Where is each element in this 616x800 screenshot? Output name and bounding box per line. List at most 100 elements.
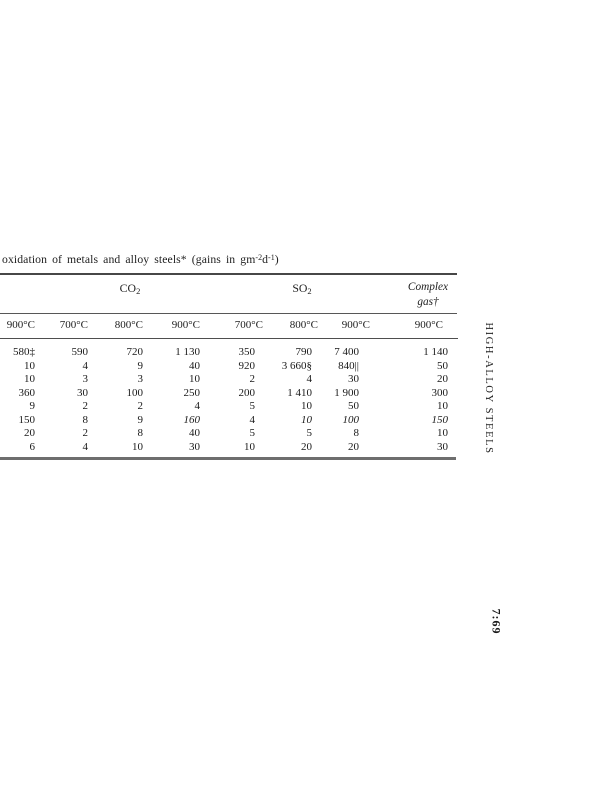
table-cell: 3 xyxy=(137,373,144,385)
table-cell: 10 xyxy=(301,400,312,412)
table-cell: 30 xyxy=(77,386,88,399)
table-cell: 1 900 xyxy=(334,386,359,399)
table-cell: 30 xyxy=(437,440,448,453)
table-cell: 5 xyxy=(249,427,256,439)
temperature-header-cell: 700°C xyxy=(234,319,263,331)
table-row: 580‡ 590 720 1 130 350 790 7 400 1 140 xyxy=(0,346,458,360)
table-cell: 2 xyxy=(82,400,89,412)
temperature-header-cell: 700°C xyxy=(59,319,88,331)
page-number: 7:69 xyxy=(489,608,504,635)
table-cell: 350 xyxy=(238,346,256,358)
table-cell: 10 xyxy=(24,373,35,385)
table-cell: 150 xyxy=(431,413,449,426)
table-cell: 20 xyxy=(348,440,359,453)
caption-exponent-2: -1 xyxy=(268,252,275,262)
table-cell: 10 xyxy=(24,359,35,372)
table-cell: 30 xyxy=(348,373,359,385)
table-cell: 6 xyxy=(29,440,36,453)
group-header-so2: SO2 xyxy=(292,280,312,297)
table-cell: 360 xyxy=(18,386,36,399)
table-row: 9 2 2 4 5 10 50 10 xyxy=(0,400,458,414)
table-cell: 2 xyxy=(82,427,89,439)
table-caption: oxidation of metals and alloy steels* (g… xyxy=(2,253,279,267)
co2-base: CO xyxy=(119,280,137,295)
table-cell: 20 xyxy=(24,427,35,439)
table-cell: 8 xyxy=(353,427,360,439)
table-cell: 1 140 xyxy=(423,346,448,358)
table-cell: 1 410 xyxy=(287,386,312,399)
table-cell: 590 xyxy=(71,346,89,358)
table-cell: 4 xyxy=(82,359,89,372)
table-cell: 8 xyxy=(137,427,144,439)
table-row: 20 2 8 40 5 5 8 10 xyxy=(0,427,458,441)
table-cell: 790 xyxy=(295,346,313,358)
table-cell: 100 xyxy=(126,386,144,399)
table-cell: 20 xyxy=(437,373,448,385)
table-cell: 5 xyxy=(306,427,313,439)
table-cell: 30 xyxy=(189,440,200,453)
caption-unit-d: d xyxy=(262,253,269,266)
table-cell: 250 xyxy=(183,386,201,399)
oxidation-data-table: 900°C 700°C 800°C 900°C 700°C 800°C 900°C 900°C… xyxy=(0,319,458,454)
table-cell: 9 xyxy=(137,413,144,426)
table-cell: 40 xyxy=(189,427,200,439)
temperature-header-row: 900°C 700°C 800°C 900°C 700°C 800°C 900°C 900°C xyxy=(0,319,458,346)
table-cell: 50 xyxy=(348,400,359,412)
group-header-co2: CO2 xyxy=(119,280,141,297)
table-cell: 10 xyxy=(132,440,143,453)
table-cell: 2 xyxy=(137,400,144,412)
temperature-header-cell: 900°C xyxy=(171,319,200,331)
table-cell: 4 xyxy=(306,373,313,385)
group-header-complex-gas: Complex gas† xyxy=(401,280,455,309)
table-cell: 4 xyxy=(82,440,89,453)
temperature-header-cell: 800°C xyxy=(289,319,318,331)
table-cell: 840|| xyxy=(338,359,359,372)
table-cell: 3 xyxy=(82,373,89,385)
table-cell: 10 xyxy=(437,427,448,439)
side-label-high-alloy-steels: HIGH-ALLOY STEELS xyxy=(483,322,494,455)
table-cell: 2 xyxy=(249,373,256,385)
so2-base: SO xyxy=(292,280,308,295)
table-cell: 8 xyxy=(82,413,89,426)
temperature-header-cell: 900°C xyxy=(6,319,35,331)
table-cell: 300 xyxy=(431,386,449,399)
table-cell: 40 xyxy=(189,359,200,372)
caption-text: oxidation of metals and alloy steels* (g… xyxy=(2,253,256,266)
table-cell: 20 xyxy=(301,440,312,453)
temperature-header-cell: 900°C xyxy=(414,319,443,331)
table-cell: 4 xyxy=(249,413,256,426)
table-row: 10 3 3 10 2 4 30 20 xyxy=(0,373,458,387)
table-cell: 10 xyxy=(437,400,448,412)
table-cell: 10 xyxy=(189,373,200,385)
table-cell: 580‡ xyxy=(13,346,35,358)
table-cell: 1 130 xyxy=(175,346,200,358)
complex-gas-line1: Complex xyxy=(407,281,449,293)
table-cell: 50 xyxy=(437,359,448,372)
table-cell: 9 xyxy=(137,359,144,372)
rule-table-bottom xyxy=(0,457,456,460)
rule-below-column-headers xyxy=(0,337,458,339)
rule-below-group-headers xyxy=(0,313,457,315)
table-cell: 100 xyxy=(342,413,360,426)
so2-subscript: 2 xyxy=(307,286,312,296)
table-cell: 3 660§ xyxy=(281,359,312,372)
table-cell: 9 xyxy=(29,400,36,412)
caption-close-paren: ) xyxy=(274,253,279,266)
table-cell: 160 xyxy=(183,413,201,426)
table-row: 360 30 100 250 200 1 410 1 900 300 xyxy=(0,387,458,401)
table-cell: 5 xyxy=(249,400,256,412)
table-cell: 10 xyxy=(301,413,312,426)
co2-subscript: 2 xyxy=(136,286,141,296)
table-cell: 150 xyxy=(18,413,36,426)
temperature-header-cell: 900°C xyxy=(341,319,370,331)
table-cell: 7 400 xyxy=(334,346,359,358)
table-row: 150 8 9 160 4 10 100 150 xyxy=(0,414,458,428)
caption-exponent-1: -2 xyxy=(255,252,263,262)
complex-gas-line2: gas† xyxy=(417,295,439,308)
table-row: 10 4 9 40 920 3 660§ 840|| 50 xyxy=(0,360,458,374)
table-cell: 4 xyxy=(194,400,201,412)
table-cell: 920 xyxy=(238,359,256,372)
rule-below-caption xyxy=(0,272,457,275)
table-row: 6 4 10 30 10 20 20 30 xyxy=(0,441,458,455)
